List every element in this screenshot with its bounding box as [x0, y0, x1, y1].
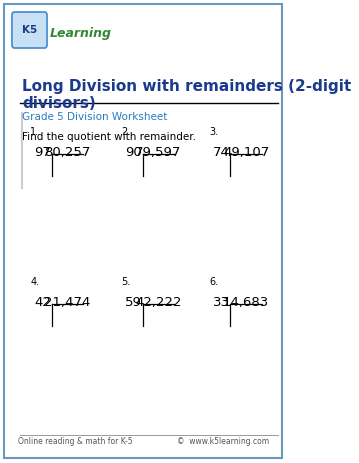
Text: 74: 74	[213, 146, 230, 159]
Text: 14,683: 14,683	[223, 295, 269, 308]
Text: 97: 97	[34, 146, 51, 159]
Text: 42,222: 42,222	[135, 295, 182, 308]
Text: 59: 59	[125, 295, 142, 308]
Text: 1.: 1.	[30, 127, 39, 137]
Text: 21,474: 21,474	[44, 295, 91, 308]
Text: 3.: 3.	[209, 127, 218, 137]
Text: K5: K5	[22, 25, 37, 36]
FancyBboxPatch shape	[12, 13, 47, 49]
Text: 5.: 5.	[121, 276, 130, 287]
Text: Learning: Learning	[50, 27, 111, 40]
Text: 33: 33	[213, 295, 230, 308]
Text: 2.: 2.	[121, 127, 130, 137]
Text: 4.: 4.	[30, 276, 39, 287]
Text: Grade 5 Division Worksheet: Grade 5 Division Worksheet	[22, 112, 168, 122]
Text: Online reading & math for K-5: Online reading & math for K-5	[18, 436, 132, 445]
Text: 49,107: 49,107	[223, 146, 269, 159]
Text: 90: 90	[125, 146, 142, 159]
Text: 80,257: 80,257	[44, 146, 91, 159]
Text: Find the quotient with remainder.: Find the quotient with remainder.	[22, 131, 196, 142]
Text: 6.: 6.	[209, 276, 218, 287]
Text: 79,597: 79,597	[135, 146, 182, 159]
Text: 42: 42	[34, 295, 51, 308]
Text: Long Division with remainders (2-digit
divisors): Long Division with remainders (2-digit d…	[22, 79, 351, 111]
Text: ©  www.k5learning.com: © www.k5learning.com	[177, 436, 269, 445]
